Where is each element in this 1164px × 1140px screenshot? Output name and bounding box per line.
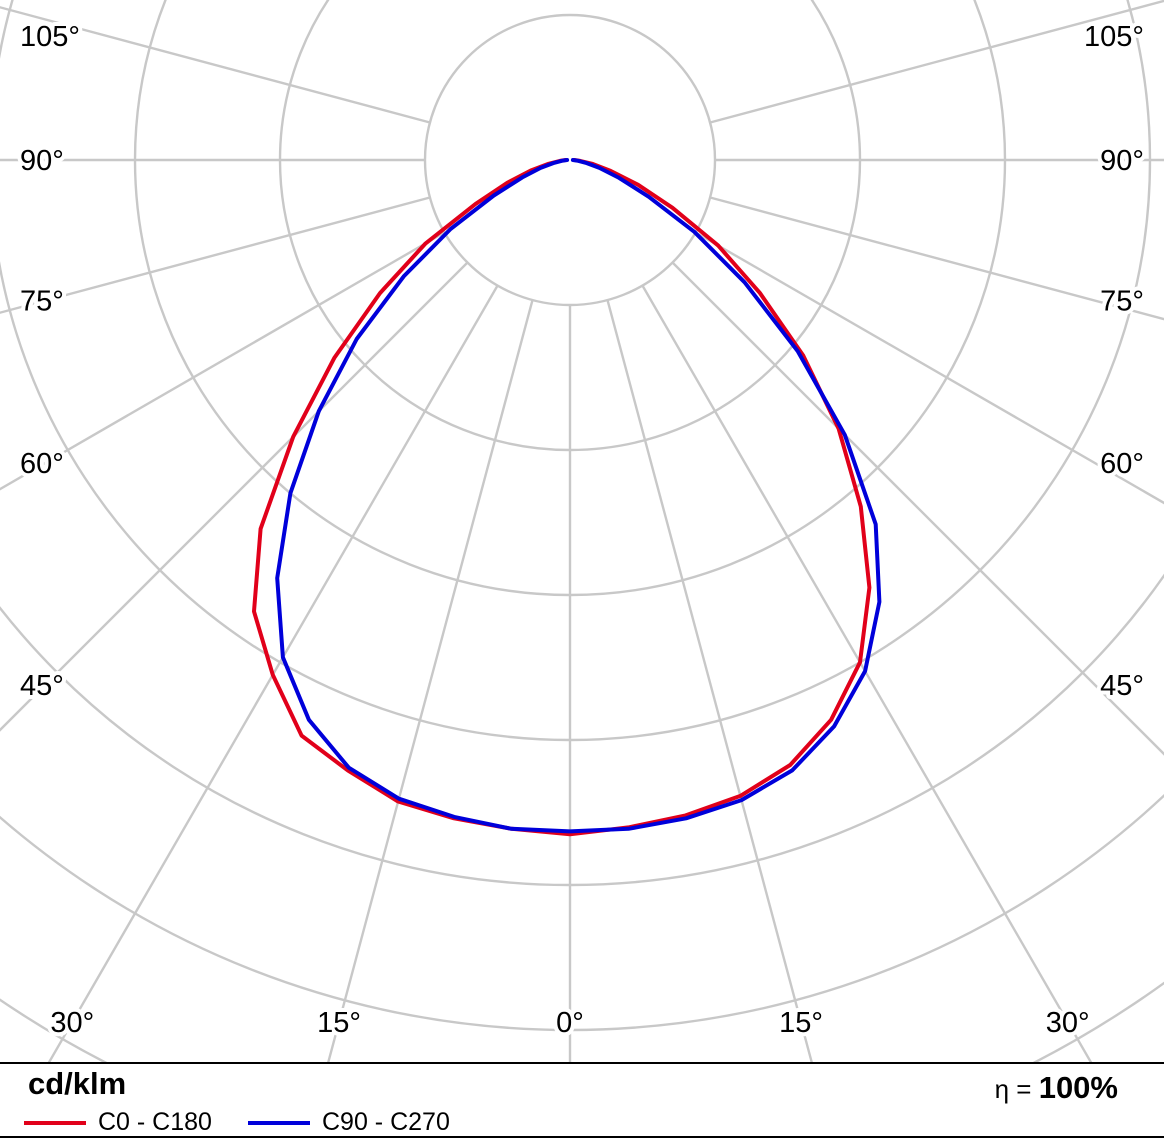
angle-tick-label: 30° (50, 1007, 94, 1039)
unit-label: cd/klm (28, 1066, 127, 1101)
angle-tick-label: 90° (20, 145, 64, 177)
efficiency-symbol: η = (994, 1074, 1032, 1104)
angle-tick-label: 75° (1100, 286, 1144, 318)
efficiency-label: η = 100% (995, 1070, 1118, 1106)
polar-chart: 105° 105° 90° 90° 75° 75° 60° 60° 45° 45° 30° 15° 0°… (0, 0, 1164, 1062)
legend-item-c0-c180: C0 - C180 (24, 1108, 212, 1137)
grid-ray (47, 284, 499, 1062)
grid-ray (641, 284, 1093, 1062)
grid-ray (606, 299, 813, 1062)
chart-footer: cd/klm η = 100% C0 - C180 C90 - C270 (0, 1062, 1164, 1138)
grid-ring (423, 13, 717, 307)
curve-C0-C180 (252, 158, 872, 837)
efficiency-value: 100% (1038, 1070, 1118, 1105)
grid-ray (327, 299, 534, 1062)
legend-label-c90-c270: C90 - C270 (322, 1108, 450, 1136)
angle-tick-label: 30° (1046, 1007, 1090, 1039)
grid-ray (0, 196, 431, 314)
angle-tick-labels: 105° 105° 90° 90° 75° 75° 60° 60° 45° 45° 30° 15° 0°… (16, 17, 1148, 1043)
grid-ray (0, 261, 469, 732)
legend-line-c0-c180 (24, 1120, 86, 1125)
angle-tick-label: 15° (779, 1007, 823, 1039)
legend-line-c90-c270 (248, 1120, 310, 1125)
grid-ray (0, 6, 431, 124)
grid-ring (0, 573, 1164, 886)
grid-ray (709, 0, 1164, 124)
angle-tick-label: 60° (1100, 448, 1144, 480)
grid-ring (0, 793, 1164, 1031)
angle-tick-label: 90° (1100, 145, 1144, 177)
grid-ray (694, 231, 1164, 505)
angle-tick-label: 45° (1100, 670, 1144, 702)
angle-tick-label: 75° (20, 286, 64, 318)
grid-ray (709, 196, 1164, 321)
angle-tick-label: 105° (20, 21, 80, 53)
angle-tick-label: 15° (317, 1007, 361, 1039)
angle-tick-label: 0° (556, 1007, 584, 1039)
grid-ring (0, 0, 1152, 742)
angle-tick-label: 45° (20, 670, 64, 702)
angle-tick-label: 60° (20, 448, 64, 480)
angle-tick-label: 105° (1084, 21, 1144, 53)
grid-ray (0, 231, 446, 491)
legend-label-c0-c180: C0 - C180 (98, 1108, 212, 1136)
grid-ray (671, 261, 1164, 756)
curve-C90-C270 (275, 158, 882, 834)
legend-item-c90-c270: C90 - C270 (248, 1108, 450, 1137)
polar-grid (0, 0, 1164, 1062)
